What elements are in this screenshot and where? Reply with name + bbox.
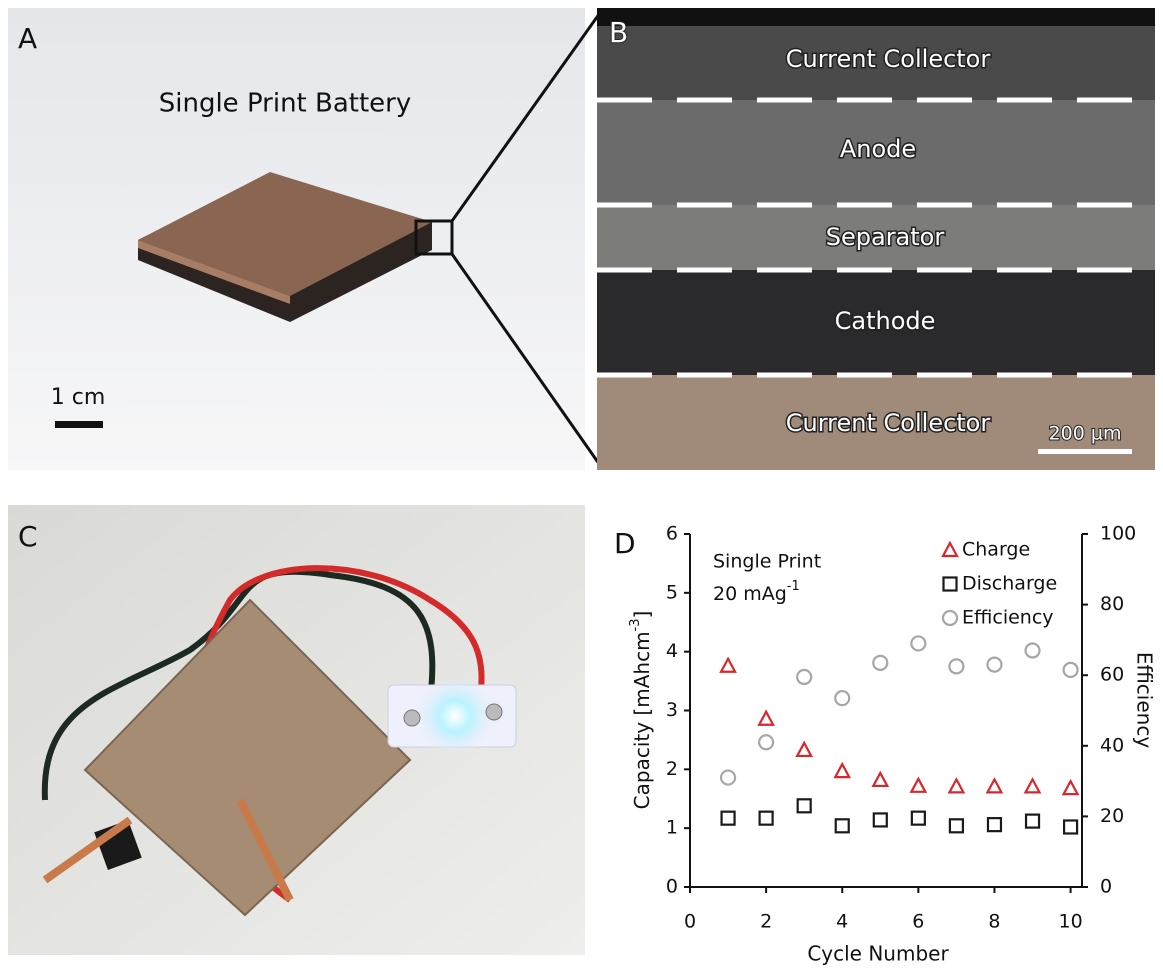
- screw: [486, 704, 502, 720]
- marker: [911, 779, 925, 792]
- panel-a: A Single Print Battery 1 cm: [8, 8, 602, 470]
- layer-label: Current Collector: [786, 45, 991, 73]
- marker: [1026, 643, 1040, 657]
- marker: [911, 636, 925, 650]
- y-tick-label: 3: [666, 699, 678, 721]
- marker: [987, 779, 1001, 792]
- marker: [797, 743, 811, 756]
- layer-label: Anode: [840, 135, 916, 163]
- marker: [949, 779, 963, 792]
- marker: [836, 819, 849, 832]
- x-tick-label: 6: [912, 911, 924, 933]
- marker: [949, 659, 963, 673]
- annotation: Single Print: [713, 551, 821, 573]
- x-tick-label: 10: [1058, 911, 1082, 933]
- scale-bar-label: 1 cm: [51, 385, 106, 410]
- y-tick-label: 1: [666, 817, 678, 839]
- annotation-text: 20 mAg: [713, 583, 787, 605]
- figure: A Single Print Battery 1 cm B Current Co…: [0, 0, 1163, 973]
- y2-tick-label: 100: [1100, 523, 1136, 545]
- y-label-sup: -3: [628, 618, 643, 631]
- marker: [722, 812, 735, 825]
- marker: [835, 691, 849, 705]
- x-axis-label: Cycle Number: [807, 942, 949, 966]
- panel-label: A: [18, 22, 37, 55]
- marker: [988, 818, 1001, 831]
- marker: [1026, 815, 1039, 828]
- marker: [873, 656, 887, 670]
- y2-tick-label: 80: [1100, 593, 1124, 615]
- led-glow: [415, 676, 495, 756]
- y-tick-label: 6: [666, 523, 678, 545]
- marker: [944, 578, 957, 591]
- legend-label: Charge: [962, 539, 1030, 561]
- scale-bar-label: 200 µm: [1049, 423, 1122, 445]
- annotation: 20 mAg-1: [713, 579, 800, 605]
- marker: [721, 771, 735, 785]
- legend-label: Discharge: [962, 573, 1057, 595]
- layer-label: Separator: [826, 223, 945, 251]
- x-tick-label: 0: [684, 911, 696, 933]
- layer-label: Current Collector: [786, 409, 991, 437]
- scale-bar: [55, 421, 103, 428]
- marker: [759, 712, 773, 725]
- marker: [760, 812, 773, 825]
- marker: [835, 764, 849, 777]
- marker: [721, 659, 735, 672]
- marker: [797, 670, 811, 684]
- panel-c: C: [8, 505, 585, 955]
- marker: [950, 819, 963, 832]
- marker: [1064, 781, 1078, 794]
- panel-label: B: [609, 16, 628, 49]
- marker: [987, 658, 1001, 672]
- y-label-end: ]: [630, 611, 654, 619]
- marker: [1064, 820, 1077, 833]
- layer-band: [597, 8, 1155, 26]
- chart: D Single Print 20 mAg-1 Cycle Number Cap…: [614, 523, 1157, 966]
- y2-tick-label: 0: [1100, 876, 1112, 898]
- legend-label: Efficiency: [962, 607, 1054, 629]
- marker: [798, 799, 811, 812]
- y-axis-label: Capacity [mAhcm-3]: [628, 611, 654, 810]
- y-tick-label: 4: [666, 640, 678, 662]
- marker: [1064, 663, 1078, 677]
- marker: [873, 773, 887, 786]
- x-tick-label: 2: [760, 911, 772, 933]
- x-tick-label: 4: [836, 911, 848, 933]
- panel-label: D: [614, 527, 636, 560]
- marker: [1026, 779, 1040, 792]
- y2-tick-label: 40: [1100, 734, 1124, 756]
- marker: [943, 611, 957, 625]
- panel-b: B Current Collector Anode Separator Cath…: [597, 8, 1155, 470]
- y2-axis-label: Efficiency: [1133, 652, 1157, 749]
- marker: [912, 812, 925, 825]
- y2-tick-label: 60: [1100, 664, 1124, 686]
- y2-tick-label: 20: [1100, 805, 1124, 827]
- y-tick-label: 2: [666, 758, 678, 780]
- marker: [943, 543, 957, 556]
- y-tick-label: 5: [666, 581, 678, 603]
- scale-bar: [1038, 449, 1132, 454]
- y-label-text: Capacity [mAhcm: [630, 631, 654, 809]
- photo-title: Single Print Battery: [159, 89, 412, 119]
- x-tick-label: 8: [988, 911, 1000, 933]
- marker: [759, 735, 773, 749]
- layer-label: Cathode: [835, 307, 936, 335]
- marker: [874, 813, 887, 826]
- screw: [404, 710, 420, 726]
- y-tick-label: 0: [666, 876, 678, 898]
- panel-label: C: [18, 520, 38, 553]
- annotation-sup: -1: [787, 579, 800, 594]
